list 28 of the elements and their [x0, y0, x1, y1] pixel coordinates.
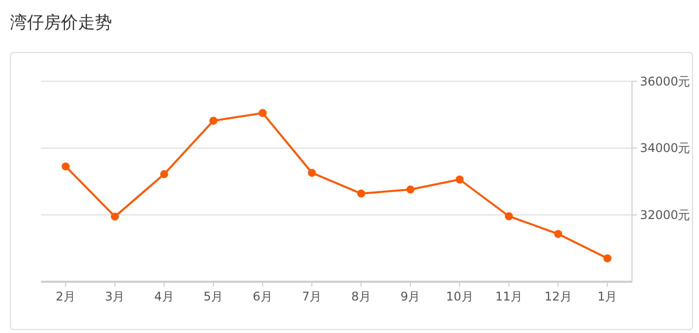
x-tick-label: 5月 — [204, 290, 224, 304]
x-tick-label: 8月 — [351, 290, 371, 304]
x-tick-label: 7月 — [302, 290, 322, 304]
point — [554, 230, 562, 238]
x-tick-label: 3月 — [105, 290, 125, 304]
chart-title: 湾仔房价走势 — [10, 13, 112, 33]
point — [110, 212, 119, 221]
point — [504, 212, 513, 220]
x-tick-label: 6月 — [252, 290, 272, 304]
point — [258, 109, 267, 118]
y-tick-label: 34000元 — [640, 141, 690, 156]
y-tick-label: 36000元 — [640, 74, 690, 88]
point — [209, 116, 218, 125]
x-tick-label: 10月 — [446, 290, 474, 304]
x-tick-label: 2月 — [56, 290, 76, 304]
point — [160, 170, 168, 178]
point — [357, 190, 366, 198]
x-tick-label: 11月 — [495, 290, 523, 304]
point — [456, 175, 464, 184]
x-tick-label: 9月 — [400, 290, 420, 304]
point — [308, 168, 316, 177]
y-tick-label: 32000元 — [640, 208, 690, 222]
point — [62, 162, 70, 170]
x-tick-label: 12月 — [544, 290, 572, 304]
point — [603, 254, 612, 262]
x-tick-label: 4月 — [154, 290, 174, 304]
x-tick-label: 1月 — [598, 290, 618, 304]
point — [406, 186, 414, 194]
